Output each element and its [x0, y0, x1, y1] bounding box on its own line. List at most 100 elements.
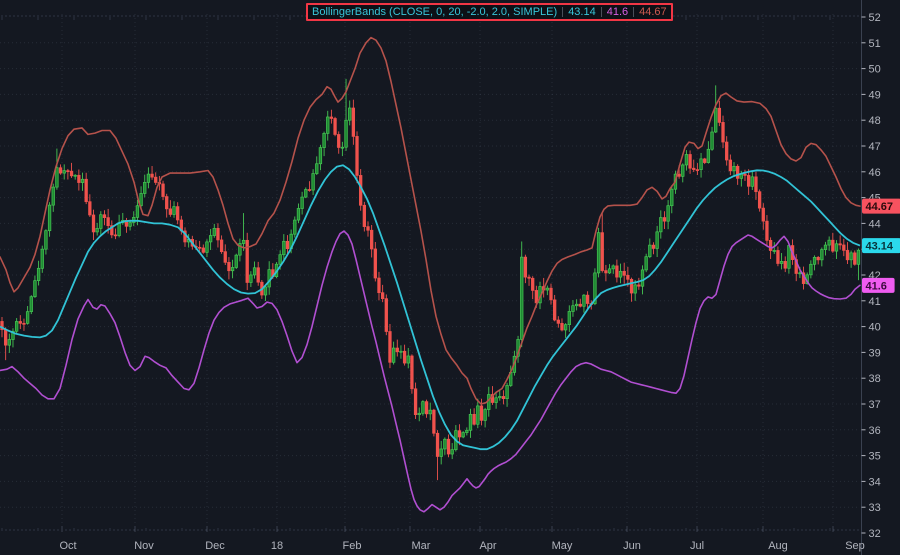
- candle-body: [384, 298, 388, 332]
- candle-body: [348, 107, 352, 121]
- candle-body: [14, 321, 19, 332]
- candle-body: [263, 286, 268, 296]
- price-tick-label: 47: [869, 141, 881, 153]
- candle-body: [725, 141, 729, 161]
- candle-body: [746, 175, 751, 187]
- candle-body: [853, 252, 857, 265]
- price-tick-label: 50: [869, 64, 881, 76]
- candle-body: [388, 331, 392, 363]
- candle-body: [241, 239, 246, 244]
- candle-body: [337, 134, 341, 148]
- legend-separator: [600, 7, 602, 17]
- candle-body: [373, 248, 377, 279]
- candle-body: [304, 189, 308, 198]
- candle-body: [106, 217, 110, 226]
- candle-body: [402, 350, 407, 364]
- candle-body: [820, 249, 824, 261]
- candle-body: [318, 147, 323, 165]
- candle-body: [721, 122, 725, 143]
- candle-body: [322, 133, 326, 148]
- price-tick-label: 52: [869, 12, 881, 24]
- candle-body: [227, 261, 231, 272]
- candle-body: [66, 170, 70, 173]
- candle-body: [743, 173, 747, 176]
- candle-body: [761, 207, 765, 222]
- candle-body: [399, 350, 403, 353]
- time-axis-labels: Oct Nov Dec 18 Feb Mar Apr May Jun Jul Aug Sep: [59, 540, 864, 552]
- candle-body: [154, 176, 158, 183]
- month-label: Sep: [845, 540, 865, 552]
- candle-body: [201, 247, 205, 253]
- candle-body: [197, 246, 202, 249]
- candle-body: [33, 280, 37, 298]
- candle-body: [58, 167, 63, 174]
- candle-body: [772, 250, 776, 252]
- month-label: Feb: [343, 540, 362, 552]
- candle-body: [212, 227, 216, 236]
- candle-body: [139, 193, 143, 207]
- candle-body: [44, 230, 48, 250]
- candle-body: [296, 208, 301, 221]
- candle-body: [351, 107, 356, 137]
- candle-body: [128, 222, 132, 227]
- candle-body: [88, 201, 92, 216]
- candle-body: [648, 244, 652, 258]
- lower-band-price-badge: 41.6: [862, 277, 895, 293]
- candle-body: [150, 173, 154, 178]
- candle-body: [622, 270, 626, 276]
- candle-body: [391, 347, 396, 363]
- candle-body: [787, 245, 791, 269]
- candle-body: [219, 239, 224, 252]
- candle-body: [421, 401, 425, 414]
- candle-body: [77, 174, 81, 183]
- candle-body: [549, 287, 553, 301]
- candle-body: [69, 170, 74, 177]
- price-tick-label: 39: [869, 347, 881, 359]
- candle-body: [465, 429, 469, 433]
- candle-body: [333, 118, 337, 135]
- candle-body: [432, 409, 436, 434]
- candle-body: [520, 256, 524, 340]
- candle-body: [443, 438, 447, 450]
- month-label: Apr: [479, 540, 496, 552]
- candle-body: [282, 240, 286, 256]
- candle-body: [340, 146, 345, 149]
- candle-body: [659, 217, 663, 233]
- candle-body: [267, 269, 271, 288]
- candle-body: [670, 188, 674, 207]
- candle-body: [238, 243, 242, 256]
- upper-band-price-badge: 44.67: [862, 198, 900, 214]
- candle-body: [329, 116, 334, 119]
- candle-body: [161, 183, 165, 197]
- upper-band-line: [0, 36, 861, 405]
- candle-body: [483, 409, 487, 421]
- indicator-legend[interactable]: BollingerBands (CLOSE, 0, 20, -2.0, 2.0,…: [306, 3, 673, 21]
- candle-body: [845, 250, 850, 261]
- candle-body: [596, 232, 601, 274]
- candle-body: [629, 278, 634, 294]
- candle-body: [644, 256, 648, 271]
- candle-body: [73, 174, 77, 177]
- price-tick-label: 48: [869, 115, 881, 127]
- candle-body: [834, 243, 839, 252]
- candle-body: [626, 274, 630, 280]
- candle-body: [666, 205, 670, 222]
- candle-body: [113, 234, 118, 237]
- time-axis[interactable]: [0, 532, 862, 555]
- candle-body: [567, 311, 571, 326]
- middle-band-price-badge: 43.14: [862, 238, 900, 254]
- candle-body: [293, 219, 297, 235]
- candle-body: [278, 254, 282, 265]
- candle-body: [223, 251, 227, 263]
- candle-body: [783, 261, 787, 269]
- candle-body: [615, 265, 619, 278]
- candle-body: [728, 159, 732, 172]
- candle-body: [245, 239, 249, 283]
- candle-body: [556, 319, 560, 324]
- candle-body: [688, 154, 692, 169]
- candle-body: [461, 432, 465, 438]
- candle-body: [479, 405, 484, 421]
